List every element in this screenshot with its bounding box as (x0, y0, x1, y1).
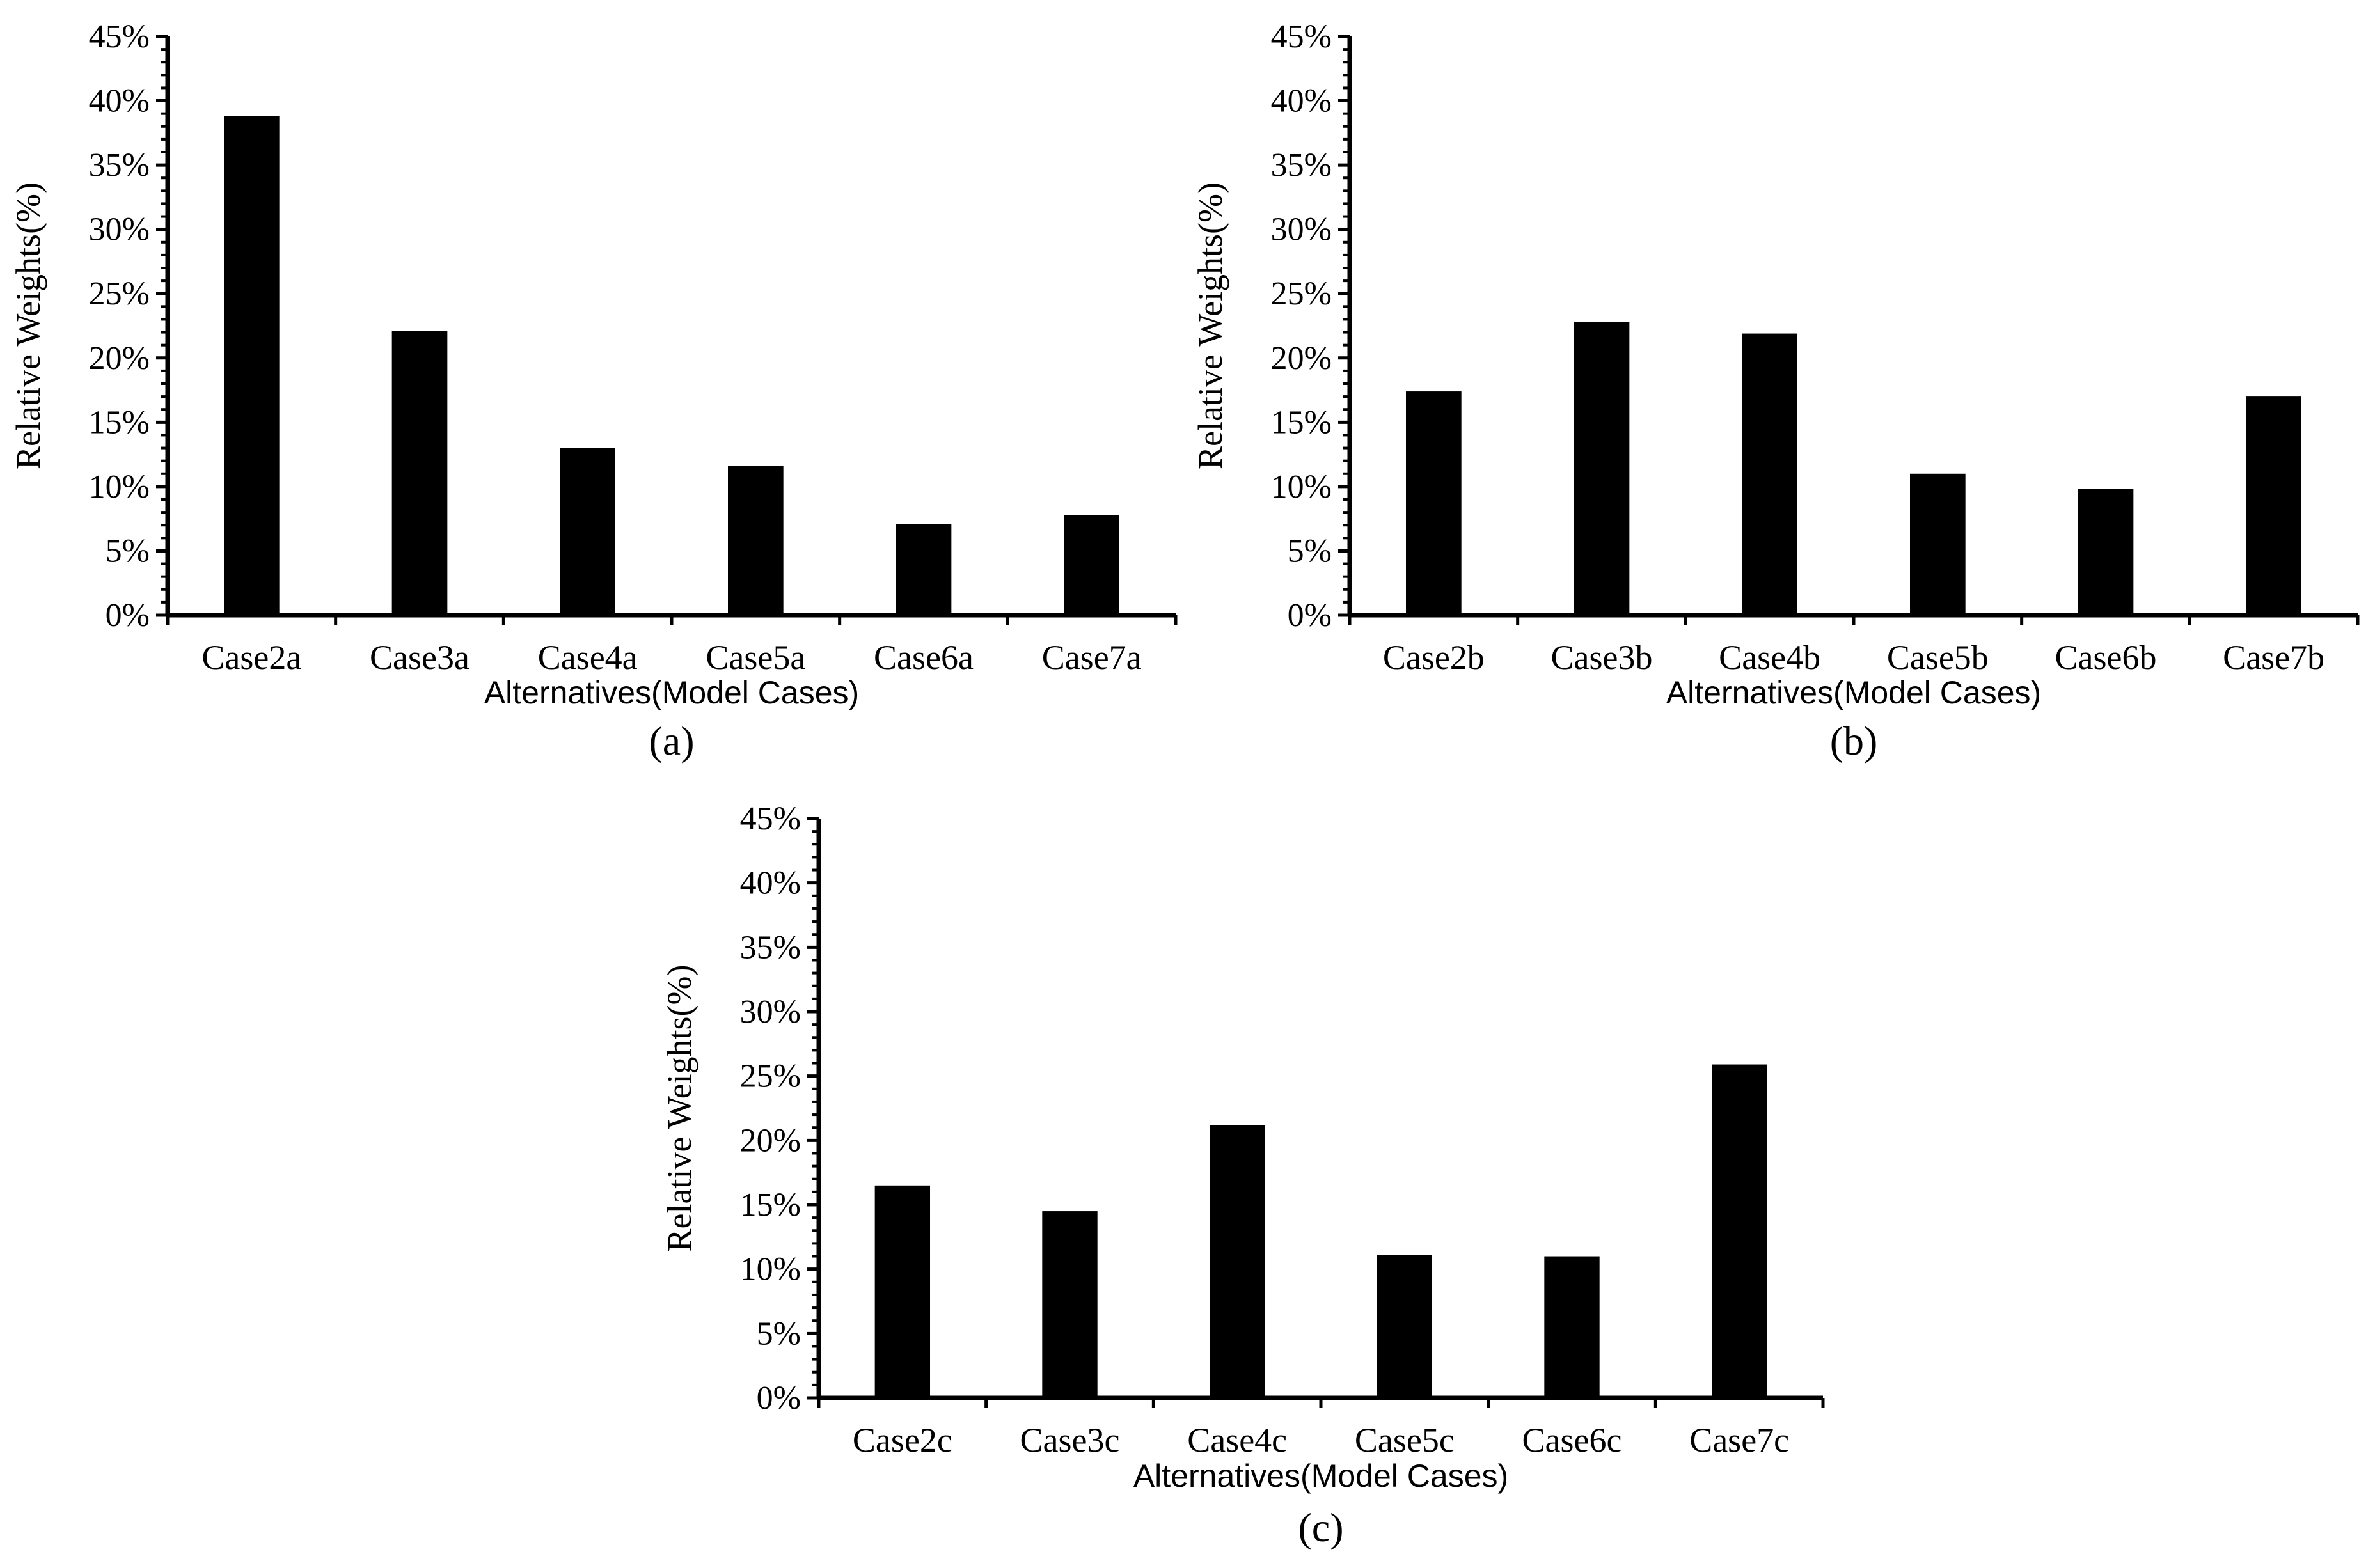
bar-case7c (1711, 1064, 1767, 1398)
y-tick-label: 40% (1271, 83, 1332, 120)
y-tick-label: 20% (89, 340, 150, 377)
y-tick-label: 20% (1271, 340, 1332, 377)
x-category-label: Case7c (1689, 1421, 1789, 1459)
bar-case3b (1574, 322, 1630, 615)
y-tick-label: 40% (89, 83, 150, 120)
chart-panel-b: 0% 5% 10% 15% 20% 25% 30% 35% 40% 45% Case2b Case3b… (1191, 19, 2360, 764)
x-category-label: Case6c (1522, 1421, 1622, 1459)
y-tick-label: 5% (106, 533, 150, 569)
y-axis-title: Relative Weights(%) (9, 182, 47, 469)
bar-case6a (896, 524, 952, 615)
x-category-label: Case2c (853, 1421, 952, 1459)
y-tick-label: 0% (757, 1380, 801, 1416)
bar-case7a (1064, 515, 1120, 615)
x-category-label: Case7a (1042, 638, 1142, 677)
y-tick-label: 35% (1271, 147, 1332, 184)
y-tick-label: 45% (89, 19, 150, 55)
x-category-label: Case6a (874, 638, 974, 677)
bar-case4c (1209, 1125, 1265, 1398)
x-category-label: Case2a (201, 638, 301, 677)
y-tick-label: 25% (89, 276, 150, 312)
x-axis-title: Alternatives(Model Cases) (1133, 1458, 1508, 1494)
panel-label: (c) (1298, 1505, 1343, 1550)
bar-case2c (874, 1185, 931, 1398)
x-category-label: Case2b (1383, 638, 1485, 677)
bar-case5a (727, 466, 784, 615)
x-category-label: Case4c (1187, 1421, 1287, 1459)
y-tick-label: 45% (740, 801, 801, 837)
x-category-label: Case6b (2055, 638, 2157, 677)
y-tick-label: 0% (1288, 597, 1332, 634)
y-axis-title: Relative Weights(%) (1191, 182, 1229, 469)
x-category-label: Case5c (1355, 1421, 1455, 1459)
y-tick-label: 10% (740, 1251, 801, 1288)
bar-case5b (1909, 473, 1966, 615)
chart-panel-a: 0% 5% 10% 15% 20% 25% 30% 35% 40% 45% Case2a Case3a… (9, 19, 1178, 764)
y-tick-label: 40% (740, 865, 801, 902)
y-tick-label: 15% (89, 404, 150, 441)
y-tick-label: 35% (740, 929, 801, 966)
x-category-label: Case3b (1551, 638, 1653, 677)
bar-case3a (391, 331, 448, 615)
x-category-label: Case5a (706, 638, 805, 677)
y-tick-label: 25% (1271, 276, 1332, 312)
y-tick-label: 45% (1271, 19, 1332, 55)
x-category-label: Case4a (538, 638, 638, 677)
bar-case6b (2078, 489, 2134, 615)
y-tick-label: 25% (740, 1058, 801, 1095)
bar-case2a (223, 116, 280, 615)
bar-case4b (1742, 333, 1798, 615)
y-tick-label: 15% (740, 1187, 801, 1223)
bar-case6c (1544, 1256, 1600, 1398)
y-tick-label: 15% (1271, 404, 1332, 441)
x-category-label: Case4b (1719, 638, 1820, 677)
panel-label: (b) (1830, 718, 1878, 764)
y-tick-label: 30% (740, 994, 801, 1030)
y-tick-label: 35% (89, 147, 150, 184)
x-category-label: Case3a (370, 638, 469, 677)
bar-case5c (1377, 1255, 1433, 1398)
y-tick-label: 5% (1288, 533, 1332, 569)
y-tick-label: 30% (89, 212, 150, 248)
x-axis-title: Alternatives(Model Cases) (1666, 675, 2041, 710)
y-axis-title: Relative Weights(%) (660, 964, 698, 1251)
x-category-label: Case5b (1887, 638, 1989, 677)
x-axis-title: Alternatives(Model Cases) (484, 675, 859, 710)
chart-panel-c: 0% 5% 10% 15% 20% 25% 30% 35% 40% 45% Case2c Case3c… (660, 801, 1825, 1550)
x-category-label: Case3c (1020, 1421, 1120, 1459)
bar-case2b (1405, 391, 1462, 615)
y-tick-label: 10% (1271, 469, 1332, 505)
bar-case3c (1042, 1211, 1098, 1398)
bar-case4a (560, 448, 616, 615)
x-category-label: Case7b (2223, 638, 2324, 677)
y-tick-label: 5% (757, 1315, 801, 1352)
y-tick-label: 30% (1271, 212, 1332, 248)
panel-label: (a) (649, 718, 694, 764)
y-tick-label: 10% (89, 469, 150, 505)
bar-case7b (2246, 396, 2302, 615)
y-tick-label: 20% (740, 1122, 801, 1159)
y-tick-label: 0% (106, 597, 150, 634)
